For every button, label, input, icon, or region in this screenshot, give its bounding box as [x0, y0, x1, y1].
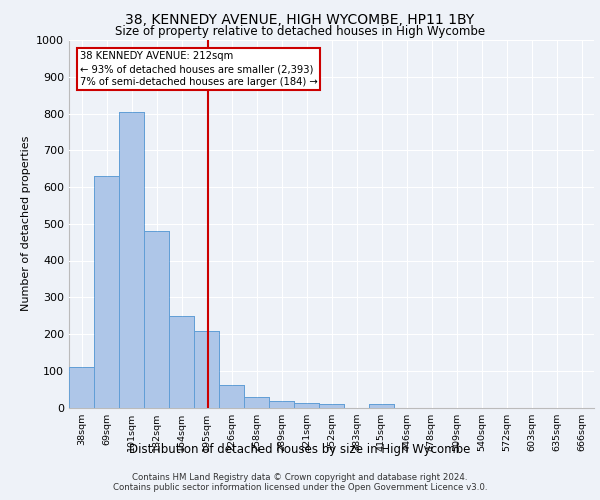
Bar [269, 401, 294, 407]
Bar [369, 404, 394, 407]
Bar [169, 316, 194, 408]
Bar [194, 332, 219, 407]
Text: Contains public sector information licensed under the Open Government Licence v3: Contains public sector information licen… [113, 484, 487, 492]
Bar [269, 401, 294, 407]
Bar [169, 316, 194, 408]
Bar [244, 397, 269, 407]
Bar [144, 231, 169, 408]
Text: Distribution of detached houses by size in High Wycombe: Distribution of detached houses by size … [130, 442, 470, 456]
Bar [319, 404, 344, 407]
Bar [294, 402, 319, 407]
Text: Size of property relative to detached houses in High Wycombe: Size of property relative to detached ho… [115, 25, 485, 38]
Bar [219, 384, 244, 407]
Y-axis label: Number of detached properties: Number of detached properties [20, 136, 31, 312]
Bar [244, 397, 269, 407]
Bar [144, 231, 169, 408]
Text: 38 KENNEDY AVENUE: 212sqm
← 93% of detached houses are smaller (2,393)
7% of sem: 38 KENNEDY AVENUE: 212sqm ← 93% of detac… [79, 51, 317, 88]
Bar [69, 367, 94, 408]
Bar [69, 367, 94, 408]
Bar [94, 176, 119, 408]
Bar [294, 402, 319, 407]
Bar [119, 112, 144, 408]
Bar [219, 384, 244, 407]
Bar [94, 176, 119, 408]
Bar [319, 404, 344, 407]
Text: 38, KENNEDY AVENUE, HIGH WYCOMBE, HP11 1BY: 38, KENNEDY AVENUE, HIGH WYCOMBE, HP11 1… [125, 12, 475, 26]
Bar [194, 332, 219, 407]
Text: Contains HM Land Registry data © Crown copyright and database right 2024.: Contains HM Land Registry data © Crown c… [132, 472, 468, 482]
Bar [369, 404, 394, 407]
Bar [119, 112, 144, 408]
